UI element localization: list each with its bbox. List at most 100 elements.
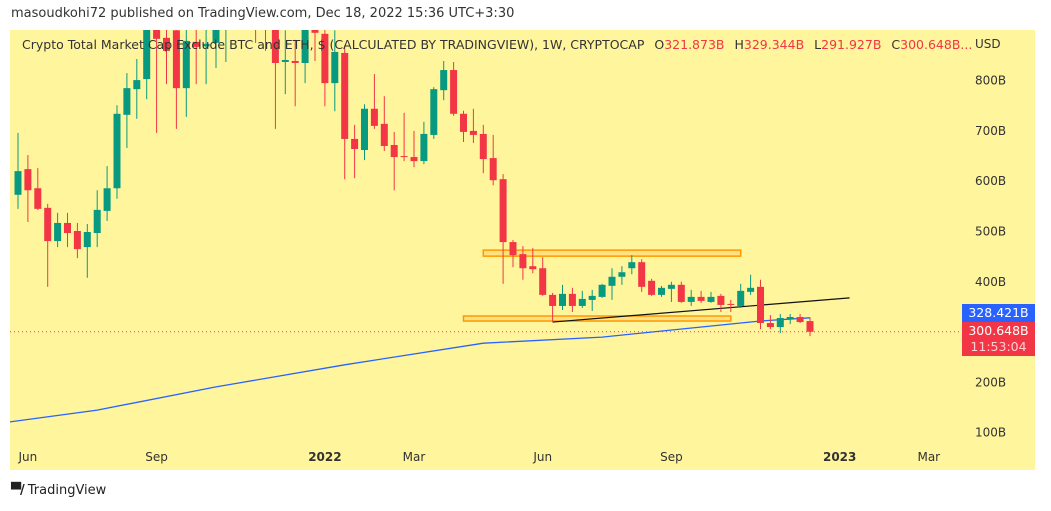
price-axis-label: 200B [975,375,1006,389]
candle-body [568,293,576,306]
candle-down [727,299,735,312]
candle-up [440,60,448,101]
time-axis-label: Sep [660,450,683,464]
candle-body [202,43,210,47]
candle-up [628,255,636,275]
candle-body [83,232,91,248]
candle-down [766,314,774,330]
last-price-value: 300.648B [968,323,1029,338]
tradingview-logo-icon: ▀/ [11,483,25,498]
candle-body [14,171,22,195]
price-axis-label: 500B [975,225,1006,239]
candle-body [44,207,52,242]
candle-down [529,248,537,274]
candle-up [54,212,62,248]
candle-down [638,259,646,292]
candle-body [529,266,537,270]
candle-down [539,257,547,296]
candle-down [311,30,319,61]
last-price-label: 300.648B 11:53:04 [962,322,1035,356]
candle-body [252,5,259,15]
candle-body [163,37,170,51]
price-axis-label: 400B [975,275,1006,289]
candle-body [608,276,616,286]
candle-up [143,30,151,100]
candle-body [143,30,151,80]
candle-down [400,112,408,162]
candle-up [707,291,715,303]
candle-down [410,130,418,168]
candle-body [460,113,467,132]
candle-body [232,0,239,10]
candle-up [14,132,22,209]
candle-down [192,30,200,85]
candle-down [450,61,458,116]
candle-body [172,30,180,89]
candle-up [232,0,239,28]
candle-down [291,39,299,107]
candle-body [618,272,626,277]
candle-body [499,179,507,243]
candle-body [638,262,646,287]
candle-body [242,0,249,5]
candle-down [370,74,378,129]
candle-down [390,131,398,191]
candle-up [658,285,665,297]
candle-body [806,321,814,332]
candle-body [786,317,794,320]
candle-up [608,268,616,300]
candle-up [202,30,210,85]
candle-body [717,295,725,305]
candle-down [172,30,180,129]
candle-body [262,15,269,25]
candle-up [113,105,121,199]
candle-up [667,281,675,302]
candle-body [123,88,131,115]
candle-down [469,108,477,143]
candle-body [351,138,359,150]
candle-body [271,30,279,63]
candle-down [796,313,804,324]
time-axis-label: 2023 [823,450,856,464]
candle-up [281,30,289,95]
candle-body [796,317,804,323]
candle-body [489,158,497,181]
candle-body [519,254,527,269]
candle-down [64,212,71,248]
open-key: O [654,37,665,52]
candle-body [93,209,101,234]
candle-up [559,284,566,310]
symbol-title: Crypto Total Market Cap Exclude BTC and … [22,37,645,52]
candle-up [133,58,141,119]
footer-brand[interactable]: ▀/ TradingView [11,483,106,498]
candle-down [44,203,52,287]
low-key: L [814,37,822,52]
candle-body [479,133,487,160]
candle-up [618,266,626,285]
candle-down [568,287,576,312]
candle-body [54,222,62,242]
candle-body [766,323,774,328]
candle-body [370,108,378,126]
candle-body [103,188,111,211]
candle-down [73,222,81,259]
candle-down [806,317,814,337]
candle-up [737,283,745,308]
candle-down [252,5,259,43]
open-value: 321.873B [664,37,725,52]
moving-average-price-label: 328.421B [962,304,1035,322]
candle-body [549,294,557,306]
candle-body [281,59,289,62]
time-axis-label: Mar [403,450,426,464]
currency-label: USD [975,37,1001,51]
published-by-text: masoudkohi72 published on TradingView.co… [11,6,515,21]
candle-down [489,134,497,186]
candle-down [341,45,349,180]
candle-down [717,293,725,312]
candle-body [697,296,705,301]
candle-body [559,293,566,306]
candle-up [361,104,368,161]
candle-down [509,240,517,268]
low-value: 291.927B [821,37,882,52]
